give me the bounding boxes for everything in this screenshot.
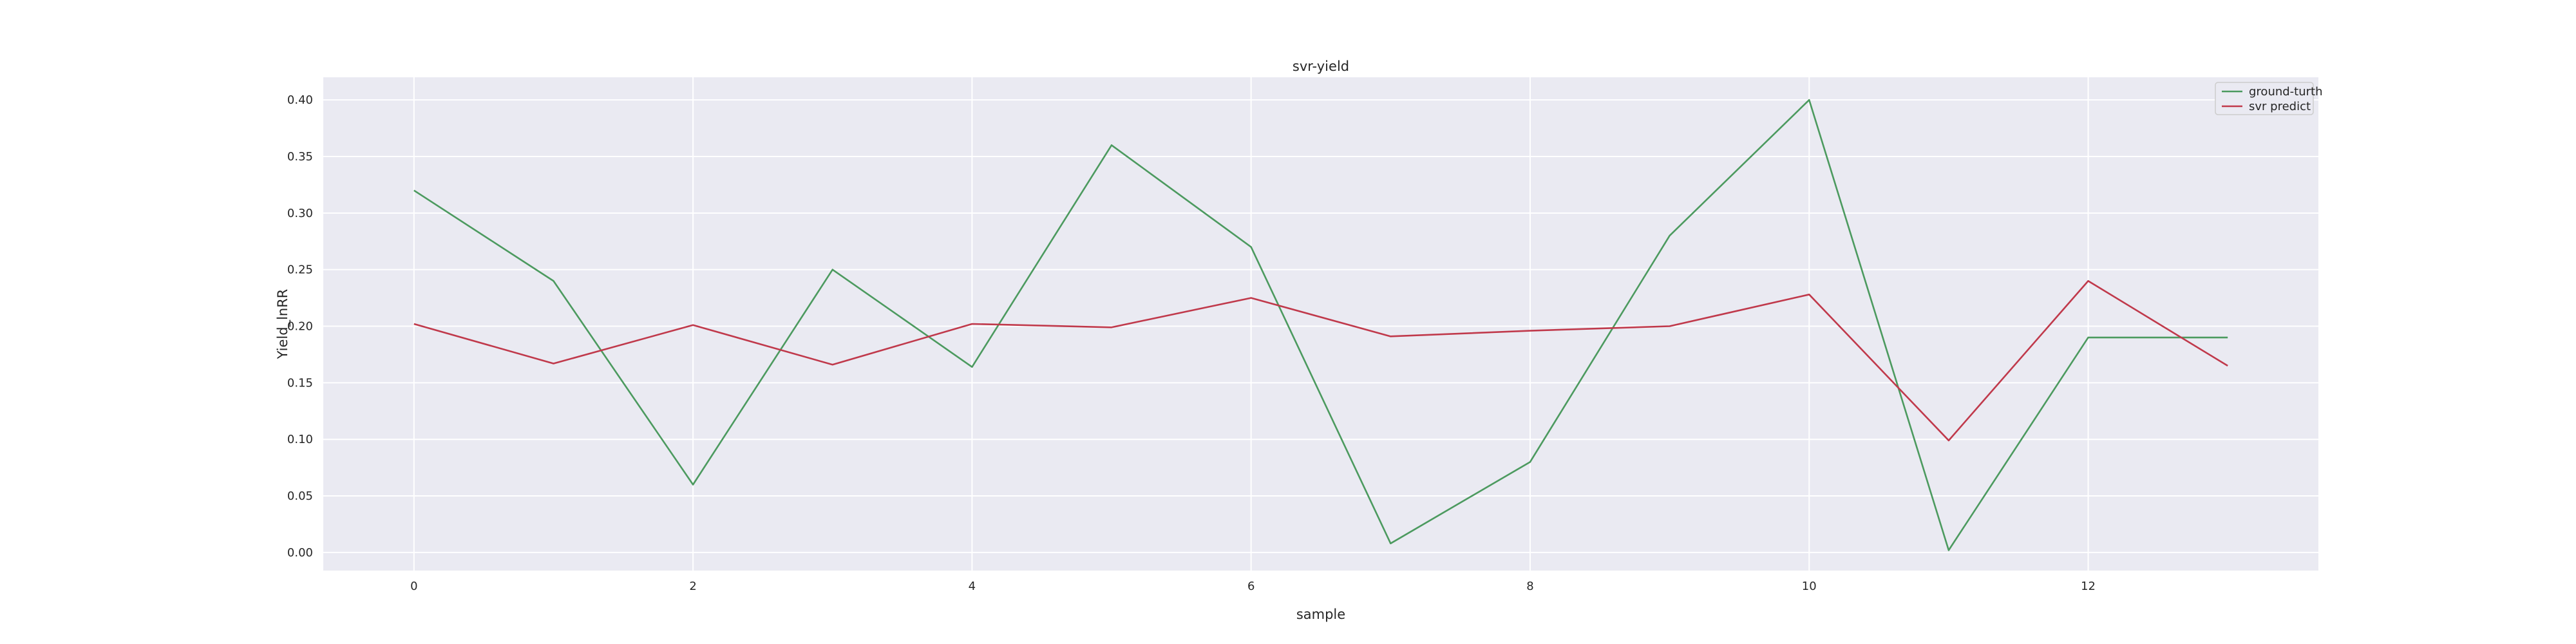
y-tick-label: 0.35 [287,150,313,164]
x-tick-label: 2 [689,580,696,593]
legend-label-svr-predict: svr predict [2249,100,2311,113]
y-tick-label: 0.10 [287,433,313,446]
x-tick-label: 0 [410,580,417,593]
grid [323,77,2318,571]
y-tick-label: 0.40 [287,93,313,107]
series-line-ground-truth [413,99,2228,551]
y-tick-label: 0.15 [287,376,313,390]
x-tick-label: 8 [1526,580,1533,593]
legend: ground-turth svr predict [2215,82,2323,115]
y-tick-label: 0.20 [287,320,313,334]
y-axis-ticks: 0.00 0.05 0.10 0.15 0.20 0.25 0.30 0.35 0.40 [287,93,313,560]
y-tick-label: 0.25 [287,263,313,277]
y-tick-label: 0.00 [287,546,313,560]
x-axis-title: sample [1296,607,1345,622]
series-lines [413,99,2228,551]
y-axis-title: Yield_lnRR [275,289,291,360]
chart-title: svr-yield [1293,59,1349,74]
legend-label-ground-truth: ground-turth [2249,85,2323,99]
x-tick-label: 12 [2081,580,2096,593]
y-tick-label: 0.30 [287,207,313,220]
series-line-svr-predict [413,279,2228,442]
y-tick-label: 0.05 [287,489,313,503]
x-tick-label: 10 [1802,580,1817,593]
x-tick-label: 6 [1247,580,1255,593]
x-tick-label: 4 [969,580,976,593]
plot-area [323,77,2318,571]
x-axis-ticks: 0 2 4 6 8 10 12 [410,580,2096,593]
